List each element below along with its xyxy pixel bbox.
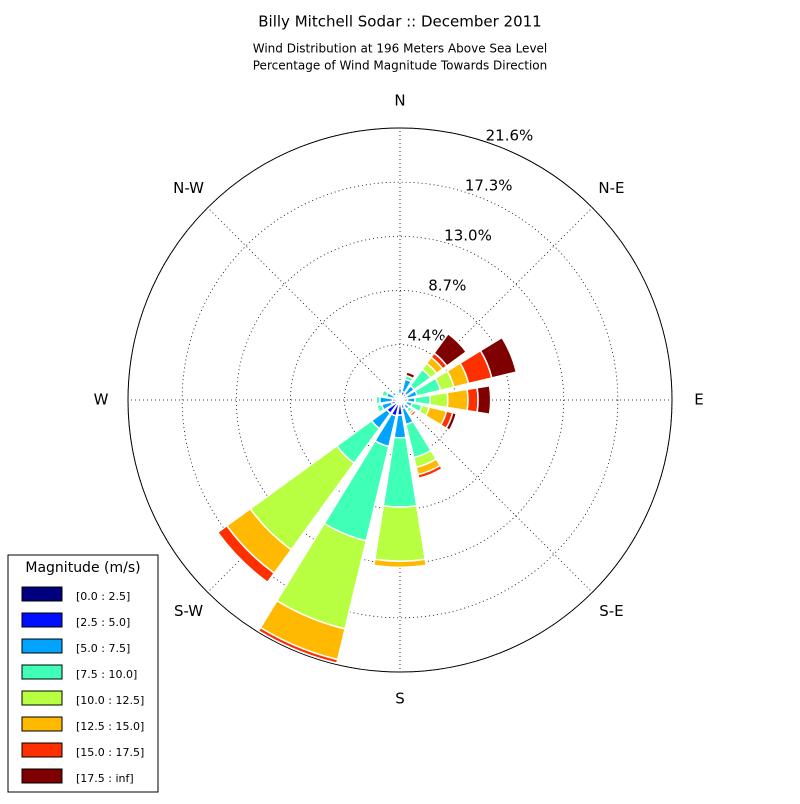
chart-subtitle: Wind Distribution at 196 Meters Above Se…: [253, 42, 548, 56]
radial-tick-label: 13.0%: [444, 226, 492, 244]
sector: [375, 506, 425, 561]
sector: [396, 393, 398, 394]
legend-swatch: [22, 743, 62, 757]
direction-label: N-E: [598, 179, 624, 197]
radial-tick-label: 8.7%: [428, 276, 466, 294]
legend-label: [12.5 : 15.0]: [76, 720, 144, 733]
direction-label: S-W: [174, 602, 203, 620]
sector: [447, 389, 468, 410]
chart-title: Billy Mitchell Sodar :: December 2011: [258, 13, 541, 31]
legend-label: [17.5 : inf]: [76, 772, 134, 785]
direction-label: S-E: [599, 602, 623, 620]
radial-tick-label: 4.4%: [408, 326, 446, 344]
legend-label: [0.0 : 2.5]: [76, 590, 130, 603]
legend-label: [15.0 : 17.5]: [76, 746, 144, 759]
legend-swatch: [22, 665, 62, 679]
sector: [430, 393, 448, 408]
direction-label: S: [395, 690, 405, 708]
chart-subtitle: Percentage of Wind Magnitude Towards Dir…: [253, 59, 547, 73]
legend-swatch: [22, 717, 62, 731]
legend-label: [5.0 : 7.5]: [76, 642, 130, 655]
legend-swatch: [22, 613, 62, 627]
direction-label: W: [94, 391, 109, 409]
direction-label: E: [694, 391, 703, 409]
legend-swatch: [22, 639, 62, 653]
legend-label: [2.5 : 5.0]: [76, 616, 130, 629]
legend-title: Magnitude (m/s): [25, 560, 140, 576]
sector: [415, 395, 430, 404]
direction-label: N: [394, 92, 405, 110]
sector: [477, 386, 491, 414]
radial-tick-label: 17.3%: [465, 176, 513, 194]
legend-swatch: [22, 691, 62, 705]
sector: [467, 388, 478, 412]
legend-label: [10.0 : 12.5]: [76, 694, 144, 707]
legend-label: [7.5 : 10.0]: [76, 668, 137, 681]
legend-swatch: [22, 769, 62, 783]
radial-tick-label: 21.6%: [486, 126, 534, 144]
legend-swatch: [22, 587, 62, 601]
direction-label: N-W: [173, 179, 204, 197]
legend: Magnitude (m/s) [0.0 : 2.5] [2.5 : 5.0] [5…: [8, 555, 158, 792]
